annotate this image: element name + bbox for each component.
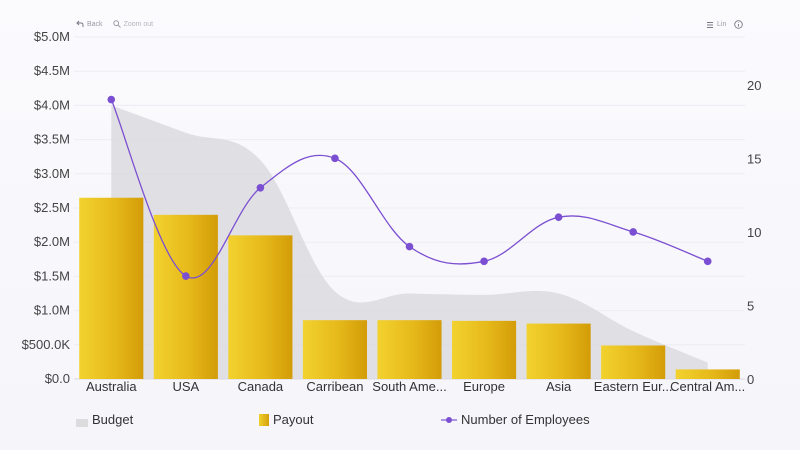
back-button[interactable]: Back bbox=[76, 20, 103, 28]
payout-series bbox=[79, 197, 740, 379]
y-left-tick-label: $500.0K bbox=[22, 337, 71, 352]
y-left-tick-label: $1.5M bbox=[34, 268, 70, 283]
x-tick-label: Carribean bbox=[306, 379, 363, 394]
y-left-tick-label: $3.5M bbox=[34, 132, 70, 147]
payout-bar bbox=[675, 369, 740, 379]
x-tick-label: Central Am... bbox=[670, 379, 745, 394]
y-axis-right: 0 5 10 15 20 bbox=[747, 78, 761, 387]
magnifier-icon bbox=[112, 20, 121, 28]
list-icon bbox=[707, 21, 713, 28]
employees-series bbox=[107, 95, 712, 280]
y-left-tick-label: $2.0M bbox=[34, 234, 70, 249]
employees-point bbox=[256, 183, 265, 192]
y-left-tick-label: $4.5M bbox=[34, 63, 70, 78]
y-left-tick-label: $4.0M bbox=[34, 97, 70, 112]
y-left-tick-label: $1.0M bbox=[34, 303, 70, 318]
legend-label-employees: Number of Employees bbox=[461, 412, 590, 427]
info-button[interactable] bbox=[734, 20, 744, 29]
legend-item-payout[interactable]: Payout bbox=[259, 412, 313, 427]
chart-toolbar-right: Lin bbox=[706, 20, 744, 29]
payout-bar bbox=[302, 320, 368, 379]
zoom-out-button[interactable]: Zoom out bbox=[112, 20, 154, 28]
chart-toolbar: Back Zoom out bbox=[76, 20, 153, 28]
budget-swatch bbox=[76, 418, 88, 427]
employees-point bbox=[554, 213, 563, 221]
y-left-tick-label: $3.0M bbox=[34, 166, 70, 181]
scale-label: Lin bbox=[717, 21, 727, 28]
legend-item-employees[interactable]: Number of Employees bbox=[441, 412, 590, 427]
employees-point bbox=[480, 257, 488, 266]
y-right-tick-label: 20 bbox=[747, 78, 761, 93]
x-tick-label: South Ame... bbox=[372, 379, 446, 394]
combo-chart: $0.0 $500.0K $1.0M $1.5M $2.0M $2.5M $3.0M $3.5… bbox=[22, 29, 762, 394]
y-right-tick-label: 0 bbox=[747, 372, 754, 387]
legend-item-budget[interactable]: Budget bbox=[76, 412, 133, 427]
employees-point bbox=[629, 228, 637, 236]
x-tick-label: Eastern Eur... bbox=[594, 379, 673, 394]
x-tick-label: Canada bbox=[238, 379, 284, 394]
y-right-tick-label: 10 bbox=[747, 225, 761, 240]
payout-bar bbox=[601, 345, 666, 379]
legend: Budget Payout Number of Employees bbox=[0, 412, 800, 432]
legend-label-budget: Budget bbox=[92, 412, 134, 427]
y-left-tick-label: $5.0M bbox=[34, 29, 70, 44]
employees-point bbox=[331, 154, 339, 163]
payout-bar bbox=[153, 214, 218, 379]
x-tick-label: Asia bbox=[546, 379, 572, 394]
employees-point bbox=[182, 272, 190, 280]
payout-bar bbox=[228, 235, 293, 379]
payout-bar bbox=[451, 320, 517, 379]
payout-swatch bbox=[259, 413, 269, 426]
legend-label-payout: Payout bbox=[273, 412, 314, 427]
x-tick-label: Australia bbox=[86, 379, 137, 394]
y-right-tick-label: 15 bbox=[747, 151, 761, 166]
employees-swatch bbox=[441, 416, 457, 423]
back-label: Back bbox=[87, 20, 103, 28]
payout-bar bbox=[526, 323, 591, 379]
zoom-out-label: Zoom out bbox=[123, 20, 154, 28]
x-tick-label: USA bbox=[172, 379, 199, 394]
y-right-tick-label: 5 bbox=[747, 298, 754, 313]
y-left-tick-label: $0.0 bbox=[45, 371, 70, 386]
y-left-tick-label: $2.5M bbox=[34, 200, 70, 215]
info-icon bbox=[734, 20, 744, 29]
employees-point bbox=[107, 95, 116, 104]
employees-point bbox=[703, 257, 712, 266]
payout-bar bbox=[79, 197, 144, 379]
back-arrow-icon bbox=[76, 20, 84, 27]
x-tick-label: Europe bbox=[463, 379, 505, 394]
x-axis: Australia USA Canada Carribean South Ame... E… bbox=[86, 379, 745, 394]
employees-point bbox=[405, 242, 414, 251]
y-axis-left: $0.0 $500.0K $1.0M $1.5M $2.0M $2.5M $3.0M $3.5… bbox=[22, 29, 71, 386]
payout-bar bbox=[377, 320, 442, 379]
scale-toggle-button[interactable]: Lin bbox=[706, 21, 726, 29]
